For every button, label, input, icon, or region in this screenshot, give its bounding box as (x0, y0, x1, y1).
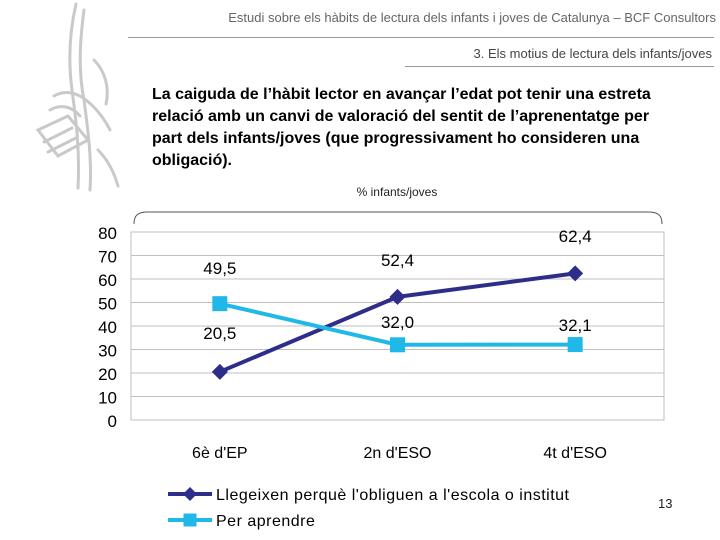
chart-title: % infants/joves (357, 185, 438, 199)
y-tick-label: 60 (98, 271, 117, 290)
y-tick-label: 10 (98, 389, 117, 408)
data-label: 20,5 (203, 324, 236, 343)
y-tick-label: 0 (108, 412, 117, 431)
x-tick-label: 4t d'ESO (543, 445, 607, 462)
data-point (389, 288, 406, 305)
y-tick-label: 20 (98, 365, 117, 384)
headline: La caiguda de l’hàbit lector en avançar … (152, 86, 651, 169)
legend-marker (183, 513, 197, 527)
header-title: Estudi sobre els hàbits de lectura dels … (228, 10, 716, 25)
legend-marker (183, 487, 197, 501)
data-label: 49,5 (203, 259, 236, 278)
data-point (390, 337, 405, 353)
y-tick-label: 40 (98, 318, 117, 337)
data-label: 62,4 (559, 227, 592, 246)
page-number: 13 (658, 496, 673, 511)
data-point (211, 363, 228, 380)
y-tick-label: 80 (98, 224, 117, 243)
x-tick-label: 6è d'EP (192, 445, 248, 462)
logo (35, 2, 120, 192)
axes: 0 10 20 30 40 50 60 70 80 6è d'EP 2n d'ESO 4t d'ESO (98, 224, 665, 462)
x-tick-label: 2n d'ESO (364, 445, 432, 462)
data-point (567, 265, 584, 282)
y-tick-label: 30 (98, 342, 117, 361)
data-label: 32,1 (559, 316, 592, 335)
y-tick-label: 70 (98, 248, 117, 267)
data-label: 52,4 (381, 251, 414, 270)
legend-label: Llegeixen perquè l'obliguen a l'escola o… (216, 487, 570, 504)
section-divider (405, 66, 714, 67)
data-point (212, 296, 228, 312)
chart-brace (133, 211, 663, 225)
legend-label: Per aprendre (216, 513, 315, 530)
legend: Llegeixen perquè l'obliguen a l'escola o… (168, 487, 570, 530)
data-labels: 20,5 52,4 62,4 49,5 32,0 32,1 (203, 227, 591, 343)
section-title: 3. Els motius de lectura dels infants/jo… (473, 46, 712, 61)
data-label: 32,0 (381, 313, 414, 332)
plot-frame (130, 231, 665, 421)
series (211, 265, 584, 380)
header-divider (128, 37, 714, 38)
data-point (567, 337, 583, 353)
y-tick-label: 50 (98, 295, 117, 314)
